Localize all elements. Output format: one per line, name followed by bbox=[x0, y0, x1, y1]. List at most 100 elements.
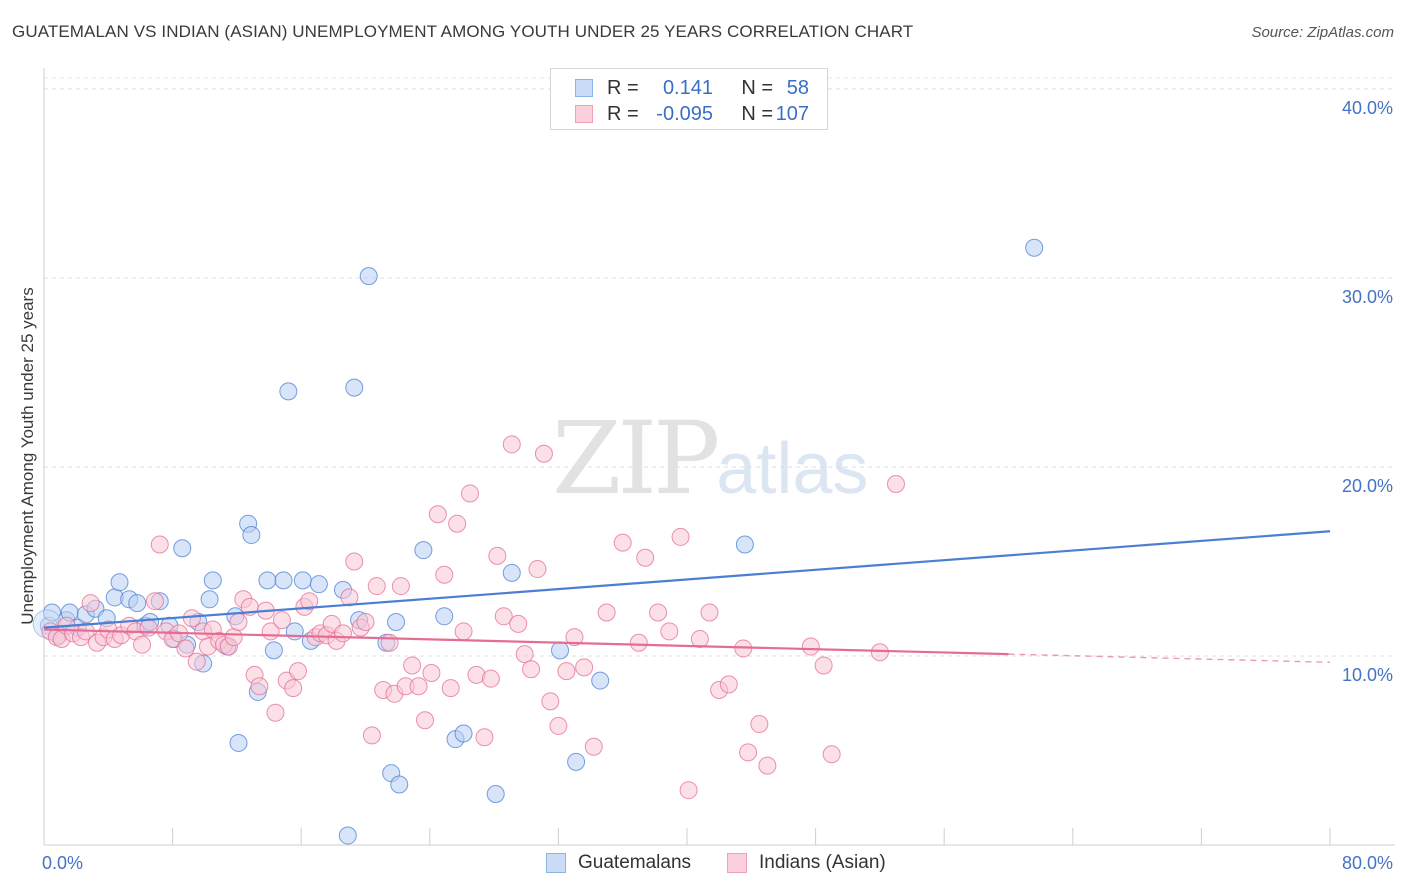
indian-point bbox=[139, 618, 158, 637]
guatemalan-point bbox=[173, 539, 192, 558]
indian-point bbox=[266, 703, 285, 722]
legend-swatch-indians bbox=[575, 105, 593, 123]
indian-point bbox=[150, 535, 169, 554]
indian-point bbox=[584, 737, 603, 756]
guatemalan-point bbox=[258, 571, 277, 590]
indian-point bbox=[362, 726, 381, 745]
axes bbox=[43, 68, 1395, 846]
guatemalan-point bbox=[338, 826, 357, 845]
legend-label-guatemalans: Guatemalans bbox=[578, 852, 692, 873]
indian-point bbox=[250, 677, 269, 696]
indian-point bbox=[187, 652, 206, 671]
legend-n-label: N = bbox=[741, 76, 773, 99]
gridlines bbox=[44, 77, 1395, 657]
indian-point bbox=[422, 664, 441, 683]
indian-point bbox=[229, 612, 248, 631]
x-tick-label: 80.0% bbox=[1342, 853, 1393, 873]
guatemalan-point bbox=[264, 641, 283, 660]
indian-point bbox=[380, 633, 399, 652]
indian-point bbox=[502, 435, 521, 454]
guatemalan-point bbox=[1025, 238, 1044, 257]
series-legend: Guatemalans Indians (Asian) bbox=[0, 852, 1406, 878]
indian-point bbox=[528, 560, 547, 579]
guatemalan-point bbox=[567, 752, 586, 771]
indian-point bbox=[345, 552, 364, 571]
guatemalans-trend-line bbox=[43, 530, 1331, 629]
indian-point bbox=[557, 662, 576, 681]
indian-point bbox=[441, 679, 460, 698]
indian-point bbox=[690, 629, 709, 648]
correlation-legend: R = 0.141 N = 58 R = -0.095 N = 107 bbox=[550, 68, 828, 130]
guatemalan-point bbox=[387, 612, 406, 631]
legend-n-value: 107 bbox=[775, 102, 809, 125]
indian-point bbox=[481, 669, 500, 688]
guatemalan-point bbox=[279, 382, 298, 401]
guatemalan-point bbox=[551, 641, 570, 660]
y-tick-label: 40.0% bbox=[1342, 98, 1393, 118]
indian-point bbox=[182, 609, 201, 628]
indian-point bbox=[660, 622, 679, 641]
indian-point bbox=[613, 533, 632, 552]
guatemalan-point bbox=[390, 775, 409, 794]
guatemalan-point bbox=[128, 594, 147, 613]
indian-point bbox=[435, 565, 454, 584]
indian-point bbox=[488, 546, 507, 565]
trend-lines bbox=[43, 530, 1331, 663]
legend-r-label: R = bbox=[607, 76, 639, 99]
indian-point bbox=[340, 588, 359, 607]
guatemalan-point bbox=[486, 784, 505, 803]
indian-point bbox=[886, 475, 905, 494]
guatemalan-point bbox=[345, 378, 364, 397]
indian-point bbox=[671, 527, 690, 546]
indian-point bbox=[81, 594, 100, 613]
x-tick-label: 0.0% bbox=[42, 853, 83, 873]
guatemalan-point bbox=[229, 733, 248, 752]
indian-point bbox=[448, 514, 467, 533]
legend-r-label: R = bbox=[607, 102, 639, 125]
indian-point bbox=[288, 662, 307, 681]
indian-point bbox=[409, 677, 428, 696]
guatemalan-point bbox=[591, 671, 610, 690]
indian-point bbox=[272, 611, 291, 630]
indian-point bbox=[300, 592, 319, 611]
indian-point bbox=[494, 607, 513, 626]
guatemalan-point bbox=[242, 526, 261, 545]
legend-swatch-guatemalans bbox=[575, 79, 593, 97]
indian-point bbox=[758, 756, 777, 775]
y-tick-label: 10.0% bbox=[1342, 665, 1393, 685]
indian-point bbox=[629, 633, 648, 652]
watermark-atlas: atlas bbox=[716, 429, 869, 509]
indian-point bbox=[597, 603, 616, 622]
indian-point bbox=[700, 603, 719, 622]
indian-point bbox=[145, 592, 164, 611]
indian-point bbox=[333, 624, 352, 643]
indian-point bbox=[133, 635, 152, 654]
y-axis-label: Unemployment Among Youth under 25 years bbox=[18, 287, 37, 624]
indian-point bbox=[176, 639, 195, 658]
chart-title: GUATEMALAN VS INDIAN (ASIAN) UNEMPLOYMEN… bbox=[12, 22, 914, 41]
indian-point bbox=[549, 716, 568, 735]
indian-point bbox=[801, 637, 820, 656]
indian-point bbox=[367, 577, 386, 596]
indian-point bbox=[428, 505, 447, 524]
indian-point bbox=[750, 715, 769, 734]
indian-point bbox=[356, 612, 375, 631]
y-tick-label: 20.0% bbox=[1342, 476, 1393, 496]
guatemalan-point bbox=[414, 541, 433, 560]
indian-point bbox=[415, 711, 434, 730]
legend-label-indians: Indians (Asian) bbox=[759, 852, 886, 873]
axis-labels: 10.0% 20.0% 30.0% 40.0% 0.0% 80.0% Unemploymen… bbox=[18, 98, 1393, 873]
watermark-zip: ZIP bbox=[552, 400, 720, 517]
legend-item-indians[interactable]: Indians (Asian) bbox=[727, 852, 886, 874]
guatemalan-point bbox=[435, 607, 454, 626]
legend-item-guatemalans[interactable]: Guatemalans bbox=[546, 852, 691, 874]
legend-r-value: 0.141 bbox=[662, 76, 713, 99]
legend-swatch-guatemalans bbox=[546, 853, 566, 873]
indians-trend-extension bbox=[1008, 653, 1331, 663]
indian-point bbox=[739, 743, 758, 762]
indian-point bbox=[454, 622, 473, 641]
indian-point bbox=[515, 645, 534, 664]
indian-point bbox=[679, 781, 698, 800]
indian-point bbox=[814, 656, 833, 675]
